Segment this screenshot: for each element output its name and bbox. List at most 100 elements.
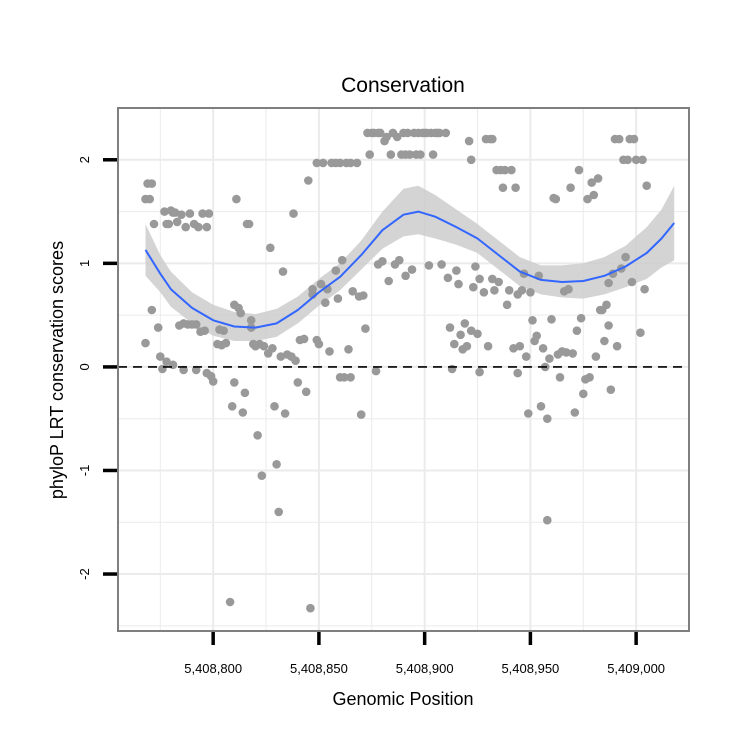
scatter-point <box>401 271 410 281</box>
scatter-point <box>638 155 647 165</box>
scatter-point <box>521 352 531 361</box>
scatter-point <box>177 210 186 219</box>
scatter-point <box>469 282 478 292</box>
scatter-point <box>606 385 616 395</box>
scatter-point <box>583 194 592 204</box>
scatter-point <box>627 277 637 287</box>
scatter-point <box>428 150 438 159</box>
scatter-point <box>490 286 499 295</box>
scatter-point <box>289 209 298 218</box>
scatter-point <box>149 219 159 229</box>
scatter-point <box>191 365 201 375</box>
scatter-point <box>441 128 451 138</box>
scatter-point <box>547 315 556 324</box>
scatter-point <box>570 408 580 417</box>
scatter-point <box>403 128 413 138</box>
axes: 5,408,800 5,408,850 5,408,900 5,408,950 5,40… <box>77 156 665 676</box>
y-axis-title: phyloP LRT conservation scores <box>47 241 67 499</box>
scatter-point <box>614 134 624 144</box>
scatter-point <box>299 334 309 344</box>
y-tick-label: 1 <box>77 260 92 267</box>
scatter-point <box>572 326 582 336</box>
scatter-point <box>513 368 522 378</box>
scatter-point <box>266 243 275 253</box>
scatter-point <box>642 181 651 190</box>
scatter-point <box>524 409 533 418</box>
scatter-point <box>244 219 254 229</box>
scatter-point <box>464 136 474 146</box>
scatter-point <box>405 150 415 159</box>
scatter-point <box>253 431 262 440</box>
plot-panel-border <box>117 107 690 632</box>
scatter-point <box>293 378 303 387</box>
scatter-point <box>246 316 256 325</box>
scatter-point <box>384 276 394 286</box>
scatter-point <box>392 132 402 142</box>
scatter-point <box>227 402 237 411</box>
scatter-point <box>475 367 484 377</box>
scatter-point <box>278 267 288 276</box>
scatter-point <box>181 222 190 232</box>
scatter-point <box>454 279 463 289</box>
scatter-point <box>208 377 218 386</box>
scatter-point <box>314 339 324 349</box>
scatter-point <box>475 274 484 284</box>
scatter-point <box>452 266 461 275</box>
scatter-point <box>631 155 641 165</box>
scatter-point <box>585 373 594 382</box>
scatter-point <box>538 344 548 353</box>
scatter-point <box>593 174 603 183</box>
scatter-points-layer <box>141 128 651 613</box>
scatter-point <box>515 341 525 351</box>
scatter-point <box>168 360 178 370</box>
scatter-point <box>386 150 396 159</box>
scatter-point <box>532 331 541 341</box>
scatter-point <box>483 341 493 351</box>
scatter-point <box>164 219 174 229</box>
scatter-point <box>156 352 165 361</box>
scatter-point <box>352 158 362 168</box>
scatter-point <box>471 262 480 271</box>
scatter-point <box>308 284 317 294</box>
scatter-point <box>511 183 520 192</box>
y-tick-label: 2 <box>77 156 92 163</box>
scatter-point <box>346 158 355 168</box>
scatter-point <box>306 603 315 613</box>
scatter-point <box>416 150 425 159</box>
chart-title: Conservation <box>341 74 465 97</box>
scatter-point <box>450 339 459 349</box>
scatter-point <box>517 286 527 295</box>
scatter-point <box>301 387 311 397</box>
x-tick-label: 5,408,900 <box>396 661 454 676</box>
x-tick-label: 5,408,800 <box>184 661 242 676</box>
x-axis-title: Genomic Position <box>332 689 473 709</box>
scatter-point <box>545 354 554 363</box>
scatter-point <box>466 155 476 165</box>
scatter-point <box>551 194 561 204</box>
scatter-point <box>576 313 586 323</box>
scatter-point <box>325 347 334 356</box>
scatter-point <box>407 265 417 274</box>
x-tick-label: 5,409,000 <box>607 661 665 676</box>
scatter-point <box>488 134 497 144</box>
scatter-point <box>270 402 279 411</box>
scatter-point <box>507 165 516 175</box>
smooth-line <box>144 210 675 329</box>
scatter-point <box>566 183 575 192</box>
scatter-point <box>204 209 214 218</box>
scatter-point <box>543 515 552 525</box>
scatter-point <box>437 260 446 269</box>
scatter-point <box>502 300 512 310</box>
smooth-line-layer <box>144 210 675 329</box>
scatter-point <box>528 316 537 325</box>
scatter-point <box>361 324 370 333</box>
scatter-point <box>268 344 277 353</box>
scatter-point <box>280 409 290 418</box>
scatter-point <box>340 373 349 382</box>
scatter-point <box>504 286 514 295</box>
scatter-point <box>479 288 489 297</box>
scatter-point <box>337 255 347 265</box>
scatter-point <box>202 222 212 232</box>
scatter-point <box>318 158 328 168</box>
